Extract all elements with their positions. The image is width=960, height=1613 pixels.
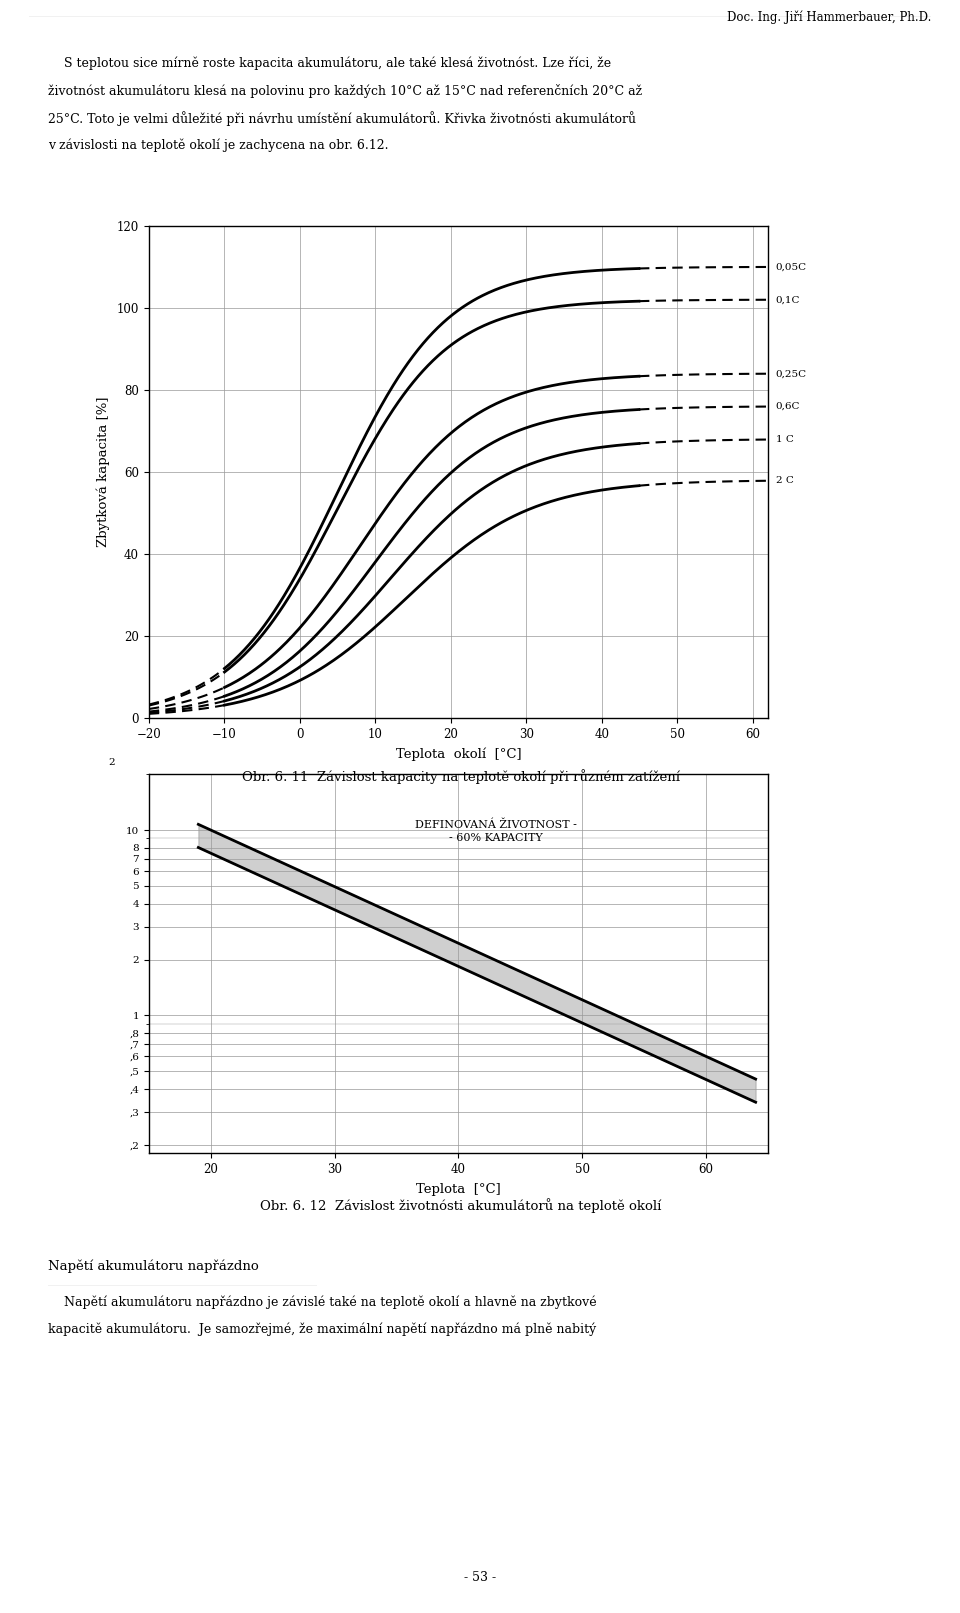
Text: S teplotou sice mírně roste kapacita akumulátoru, ale také klesá životnóst. Lze : S teplotou sice mírně roste kapacita aku… xyxy=(48,56,612,69)
Text: životnóst akumulátoru klesá na polovinu pro každých 10°C až 15°C nad referenčníc: životnóst akumulátoru klesá na polovinu … xyxy=(48,84,642,98)
Text: kapacitě akumulátoru.  Je samozřejmé, že maximální napětí napřázdno má plně nabi: kapacitě akumulátoru. Je samozřejmé, že … xyxy=(48,1323,596,1336)
Text: Napětí akumulátoru napřázdno: Napětí akumulátoru napřázdno xyxy=(48,1260,259,1273)
Text: 2: 2 xyxy=(108,758,115,766)
Text: Obr. 6. 11  Závislost kapacity na teplotě okolí při různém zatížení: Obr. 6. 11 Závislost kapacity na teplotě… xyxy=(242,769,680,784)
Text: DEFINOVANÁ ŽIVOTNOST -
- 60% KAPACITY: DEFINOVANÁ ŽIVOTNOST - - 60% KAPACITY xyxy=(415,819,577,844)
Text: 25°C. Toto je velmi důležité při návrhu umístění akumulátorů. Křivka životnósti : 25°C. Toto je velmi důležité při návrhu … xyxy=(48,111,636,126)
Text: 0,05C: 0,05C xyxy=(776,263,806,271)
Text: 2 C: 2 C xyxy=(776,476,793,486)
Text: 0,1C: 0,1C xyxy=(776,295,800,305)
Text: Napětí akumulátoru napřázdno je závislé také na teplotě okolí a hlavně na zbytko: Napětí akumulátoru napřázdno je závislé … xyxy=(48,1295,596,1308)
Text: 0,6C: 0,6C xyxy=(776,402,800,411)
Text: Doc. Ing. Jiří Hammerbauer, Ph.D.: Doc. Ing. Jiří Hammerbauer, Ph.D. xyxy=(727,11,931,24)
X-axis label: Teplota  okolí  [°C]: Teplota okolí [°C] xyxy=(396,747,521,761)
Text: v závislosti na teplotě okolí je zachycena na obr. 6.12.: v závislosti na teplotě okolí je zachyce… xyxy=(48,139,389,152)
X-axis label: Teplota  [°C]: Teplota [°C] xyxy=(416,1182,501,1195)
Text: 0,25C: 0,25C xyxy=(776,369,806,377)
Text: 1 C: 1 C xyxy=(776,436,793,444)
Y-axis label: Zbytková kapacita [%]: Zbytková kapacita [%] xyxy=(96,397,109,547)
Text: Obr. 6. 12  Závislost životnósti akumulátorů na teplotě okolí: Obr. 6. 12 Závislost životnósti akumulát… xyxy=(260,1198,661,1213)
Text: - 53 -: - 53 - xyxy=(464,1571,496,1584)
